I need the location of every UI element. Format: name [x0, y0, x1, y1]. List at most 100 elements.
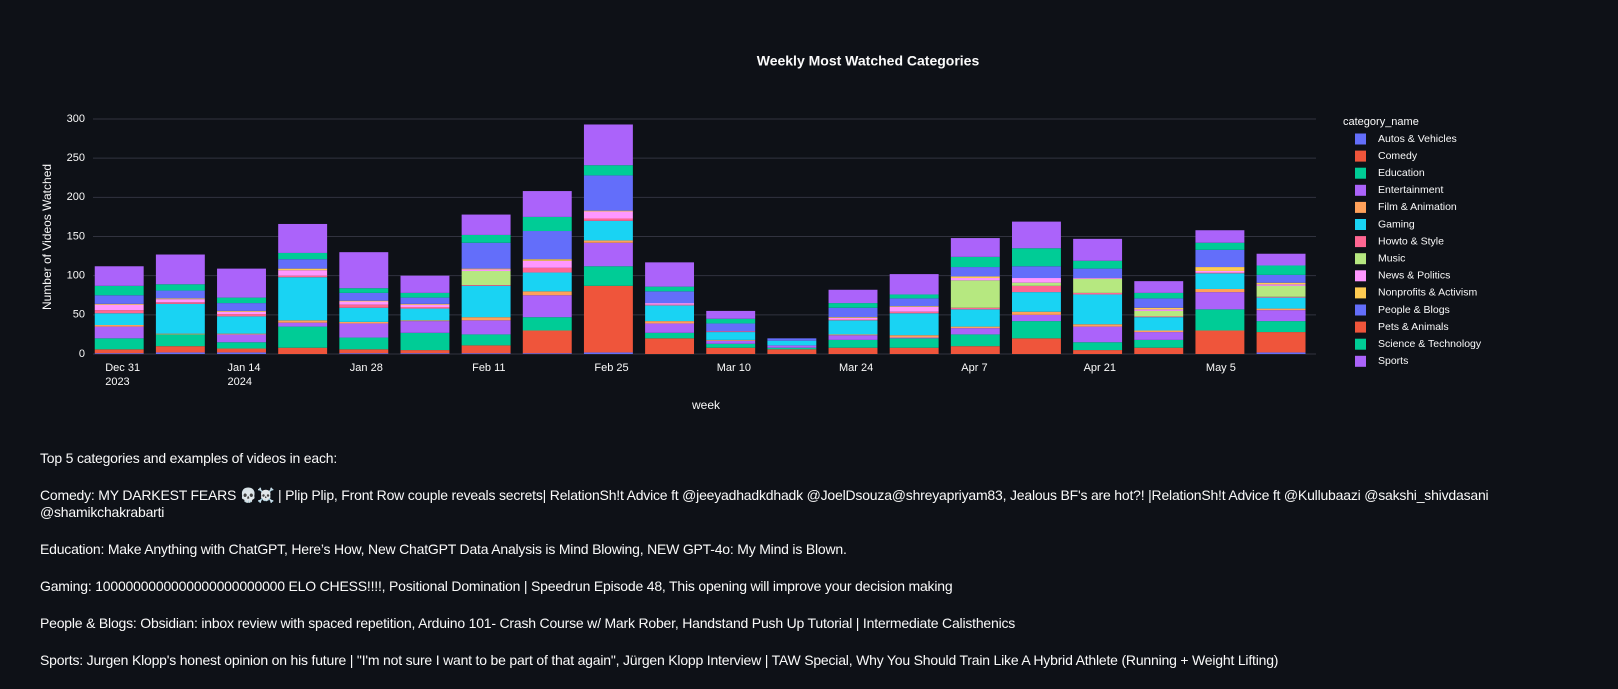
bar-segment: [889, 311, 939, 314]
bar-segment: [278, 275, 328, 278]
bar-segment: [522, 295, 572, 318]
legend-label: People & Blogs: [1378, 304, 1450, 316]
bar-segment: [339, 292, 389, 301]
bar-segment: [1256, 310, 1306, 322]
bar-segment: [950, 256, 1000, 268]
bar-segment: [583, 220, 633, 241]
bar-segment: [1195, 273, 1245, 289]
bar-segment: [583, 352, 633, 354]
bar-segment: [706, 331, 756, 333]
bar-segment: [278, 320, 328, 323]
bar-segment: [889, 313, 939, 336]
bar-segment: [1134, 309, 1184, 311]
bar-segment: [155, 302, 205, 304]
legend-label: Sports: [1378, 355, 1408, 367]
bar-segment: [461, 214, 511, 235]
bar-segment: [1195, 230, 1245, 243]
bar-segment: [950, 238, 1000, 257]
bar-segment: [583, 266, 633, 286]
bar-segment: [706, 340, 756, 344]
bar-segment: [950, 267, 1000, 277]
bar-segment: [583, 124, 633, 166]
bar-segment: [828, 289, 878, 304]
bar-segment: [278, 259, 328, 269]
bar-segment: [522, 191, 572, 217]
bar-segment: [278, 322, 328, 327]
bar-segment: [1256, 296, 1306, 298]
bar-segment: [1134, 316, 1184, 318]
bar-segment: [889, 347, 939, 354]
bar-segment: [828, 303, 878, 308]
bar-segment: [583, 175, 633, 211]
bar-segment: [1195, 288, 1245, 293]
bar-segment: [645, 305, 695, 322]
bar-segment: [155, 298, 205, 300]
bar-segment: [1134, 330, 1184, 333]
bar-segment: [217, 268, 266, 298]
bar-segment: [1073, 268, 1123, 279]
notes-line: Education: Make Anything with ChatGPT, H…: [40, 541, 847, 557]
bar-segment: [1195, 267, 1245, 271]
bar-segment: [889, 307, 939, 312]
bar-segment: [1134, 292, 1184, 299]
bar-segment: [889, 338, 939, 348]
bar-segment: [889, 294, 939, 299]
x-tick-label: Jan 14 2024: [228, 362, 261, 388]
bar-segment: [278, 347, 328, 354]
notes-heading: Top 5 categories and examples of videos …: [40, 450, 338, 466]
bar-segment: [94, 353, 144, 354]
bar-segment: [828, 307, 878, 318]
bar-segment: [155, 254, 205, 285]
bar-segment: [1073, 238, 1123, 261]
bar-segment: [278, 270, 328, 276]
bar-segment: [583, 240, 633, 243]
bar-segment: [706, 332, 756, 340]
x-tick-label: Apr 21: [1084, 362, 1116, 374]
bar-segment: [706, 318, 756, 324]
legend-swatch: [1355, 270, 1366, 282]
bar-segment: [1011, 321, 1061, 339]
bar-segment: [889, 337, 939, 339]
x-tick-label: Jan 28: [350, 362, 383, 374]
bar-segment: [1011, 282, 1061, 286]
bar-segment: [950, 346, 1000, 354]
bar-segment: [950, 278, 1000, 281]
bar-segment: [1073, 292, 1123, 295]
bar-segment: [339, 337, 389, 350]
bar-segment: [828, 319, 878, 321]
bar-segment: [828, 320, 878, 335]
bar-segment: [1073, 260, 1123, 269]
notes-line: Gaming: 1000000000000000000000000 ELO CH…: [40, 578, 953, 594]
bar-segment: [583, 210, 633, 212]
bar-segment: [645, 291, 695, 304]
bar-segment: [1256, 265, 1306, 275]
bar-segment: [1134, 281, 1184, 293]
legend-swatch: [1355, 167, 1366, 179]
bar-segment: [461, 345, 511, 354]
bar-segment: [1073, 294, 1123, 325]
bar-segment: [522, 291, 572, 296]
legend-label: Music: [1378, 252, 1405, 264]
bar-segment: [706, 339, 756, 341]
bar-segment: [950, 280, 1000, 308]
bar-segment: [461, 334, 511, 346]
bar-segment: [339, 353, 389, 354]
bar-segment: [1011, 278, 1061, 283]
bar-segment: [706, 323, 756, 332]
y-tick-label: 50: [73, 309, 85, 321]
bar-segment: [828, 335, 878, 340]
bar-segment: [94, 313, 144, 326]
chart: Weekly Most Watched Categories Number of…: [40, 53, 1482, 412]
legend-title: category_name: [1343, 116, 1419, 128]
bar-segment: [522, 267, 572, 273]
bar-segment: [950, 328, 1000, 335]
bar-segment: [1011, 221, 1061, 249]
notes: Top 5 categories and examples of videos …: [40, 450, 1614, 689]
bar-segment: [1256, 285, 1306, 297]
bar-segment: [1073, 350, 1123, 354]
x-tick-label: Feb 11: [472, 362, 505, 374]
x-tick-label: Mar 24: [839, 362, 873, 374]
bar-segment: [767, 340, 817, 346]
bar-segment: [217, 334, 266, 343]
